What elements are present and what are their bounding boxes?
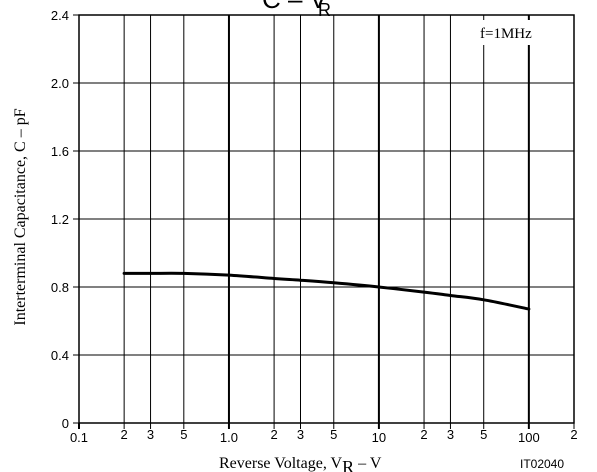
data-point-0-0 [123,272,125,274]
annotation-box: f=1MHz [474,20,572,45]
x-axis-label-subscript: R [342,457,354,472]
data-point-0-1 [150,272,152,274]
y-tick-labels: 0 0.4 0.8 1.2 1.6 2.0 2.4 [51,8,69,431]
figure-id: IT02040 [520,457,564,471]
y-axis-label: Interterminal Capacitance, C – pF [12,108,29,325]
y-tick-label-6: 2.4 [51,8,69,23]
x-tick-label-13: 2 [570,427,577,442]
data-point-0-4 [273,278,275,279]
data-point-0-8 [423,291,425,293]
annotation-background [474,20,572,45]
series-group [122,271,531,311]
data-point-0-11 [528,308,530,310]
x-tick-label-7: 5 [330,427,337,442]
plot-border [78,14,575,424]
x-tick-label-8: 10 [372,430,386,445]
data-point-0-9 [449,295,451,296]
chart-title-text: C – V [262,0,328,14]
plot-frame [78,14,575,424]
data-point-0-2 [183,272,185,274]
y-tick-label-5: 2.0 [51,76,69,91]
data-point-0-7 [378,286,380,288]
chart-title-subscript: R [318,0,331,20]
y-tick-label-1: 0.4 [51,348,69,363]
x-tick-label-5: 2 [270,427,277,442]
y-tick-label-4: 1.6 [51,144,69,159]
frequency-annotation: f=1MHz [480,26,532,42]
x-tick-labels: 0.1 2 3 5 1.0 2 3 5 10 2 3 5 100 2 [70,427,578,445]
x-tick-label-9: 2 [420,427,427,442]
x-tick-label-10: 3 [447,427,454,442]
x-axis-label-main: Reverse Voltage, V [219,455,343,472]
x-axis-label: Reverse Voltage, VR – V [219,455,382,472]
data-point-0-6 [333,282,335,284]
x-tick-label-1: 2 [121,427,128,442]
data-point-0-10 [483,299,485,301]
data-point-0-5 [299,279,301,281]
x-tick-label-0: 0.1 [70,430,88,445]
x-tick-label-11: 5 [480,427,487,442]
data-point-0-3 [228,274,230,276]
series-line-0 [122,271,531,311]
x-tick-label-4: 1.0 [220,430,238,445]
y-tick-label-3: 1.2 [51,212,69,227]
x-tick-label-3: 5 [180,427,187,442]
y-tick-label-2: 0.8 [51,280,69,295]
y-tick-label-0: 0 [62,416,69,431]
chart-title: C – V R [262,0,331,20]
x-tick-label-12: 100 [518,430,540,445]
x-axis-label-suffix: – V [354,455,382,472]
x-tick-label-6: 3 [297,427,304,442]
grid-lines [73,14,575,429]
x-tick-label-2: 3 [147,427,154,442]
